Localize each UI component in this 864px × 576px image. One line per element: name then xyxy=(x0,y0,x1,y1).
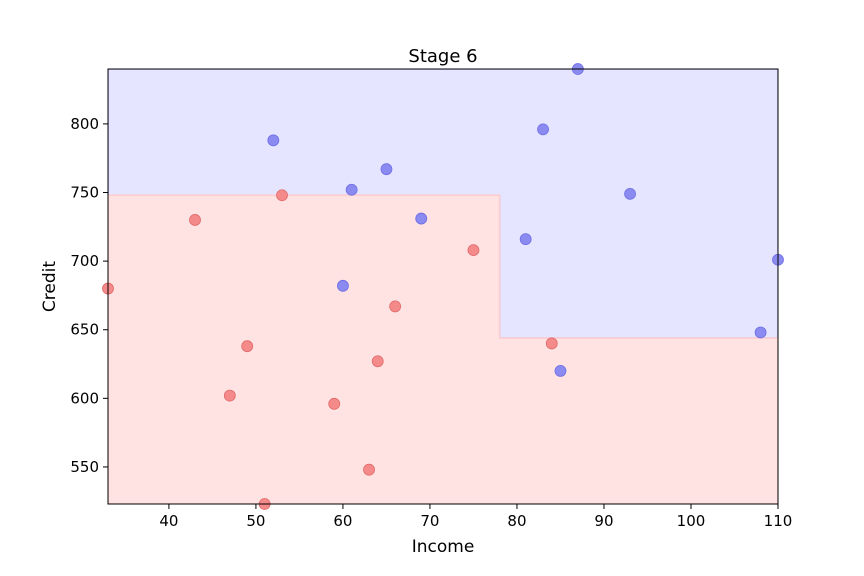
chart-title: Stage 6 xyxy=(408,46,477,67)
x-tick-label: 80 xyxy=(507,512,526,530)
plot-frame xyxy=(107,68,779,505)
x-tick-label: 50 xyxy=(246,512,265,530)
point-red xyxy=(389,300,402,313)
point-red xyxy=(189,214,201,226)
point-blue xyxy=(519,233,532,246)
x-tick-label: 40 xyxy=(159,512,178,530)
point-blue xyxy=(537,123,549,136)
x-tick-label: 110 xyxy=(764,512,793,530)
y-axis-ticks: 550 600 650 700 750 800 xyxy=(70,115,108,476)
y-tick-label: 750 xyxy=(70,184,99,202)
decision-regions xyxy=(108,69,778,504)
region-red xyxy=(108,194,778,504)
point-blue xyxy=(337,279,349,292)
x-tick-label: 70 xyxy=(420,512,439,530)
data-points xyxy=(102,63,784,510)
point-blue xyxy=(415,212,428,225)
point-red xyxy=(223,389,236,402)
point-blue xyxy=(754,326,767,339)
point-red xyxy=(328,397,341,410)
y-tick-label: 700 xyxy=(70,252,99,270)
point-blue xyxy=(380,163,393,176)
x-tick-label: 60 xyxy=(333,512,352,530)
y-tick-label: 650 xyxy=(70,321,99,339)
point-blue xyxy=(267,134,280,147)
x-tick-label: 100 xyxy=(677,512,706,530)
x-tick-label: 90 xyxy=(594,512,613,530)
y-tick-label: 600 xyxy=(70,389,99,407)
x-axis-label: Income xyxy=(412,537,475,557)
point-red xyxy=(363,463,375,476)
y-tick-label: 800 xyxy=(70,115,99,133)
point-red xyxy=(276,189,288,202)
point-blue xyxy=(345,183,358,196)
point-red xyxy=(241,340,254,353)
point-blue xyxy=(554,364,567,377)
point-red xyxy=(371,355,384,368)
point-red xyxy=(545,337,558,350)
x-axis-ticks: 40 50 60 70 80 90 100 110 xyxy=(159,504,792,530)
y-axis-label: Credit xyxy=(40,261,60,312)
point-blue xyxy=(624,187,636,200)
y-tick-label: 550 xyxy=(70,458,99,476)
point-red xyxy=(467,244,480,257)
